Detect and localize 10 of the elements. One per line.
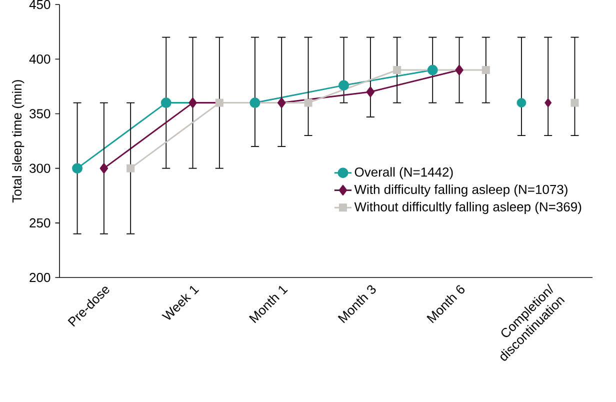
- legend-label: With difficulty falling asleep (N=1073): [354, 184, 568, 197]
- y-axis-title: Total sleep time (min): [12, 80, 24, 202]
- y-tick-label: 450: [29, 0, 50, 10]
- y-tick-label: 200: [30, 272, 50, 282]
- y-tick-label: 250: [30, 218, 50, 228]
- y-tick-label: 350: [30, 109, 50, 118]
- legend-label: Without difficultly falling asleep (N=369): [354, 202, 582, 214]
- y-tick-label: 300: [30, 164, 50, 173]
- legend-label: Overall (N=1442): [354, 167, 453, 180]
- y-tick-label: 400: [29, 54, 50, 64]
